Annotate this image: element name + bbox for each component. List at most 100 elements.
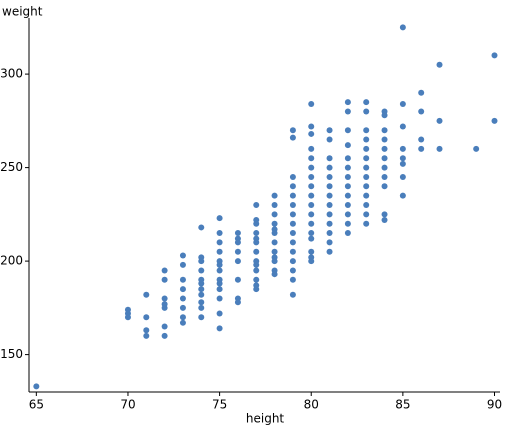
point xyxy=(399,123,406,130)
point xyxy=(491,117,498,124)
point xyxy=(381,127,388,134)
point xyxy=(344,155,351,162)
point xyxy=(271,239,278,246)
point xyxy=(381,216,388,223)
point xyxy=(326,211,333,218)
point xyxy=(289,230,296,237)
point xyxy=(363,99,370,106)
point xyxy=(363,192,370,199)
point xyxy=(198,291,205,298)
point xyxy=(179,286,186,293)
point xyxy=(216,239,223,246)
point xyxy=(179,276,186,283)
point xyxy=(179,261,186,268)
point xyxy=(344,164,351,171)
point xyxy=(253,267,260,274)
point xyxy=(289,267,296,274)
point xyxy=(344,192,351,199)
point xyxy=(436,117,443,124)
point xyxy=(179,314,186,321)
point xyxy=(253,286,260,293)
point xyxy=(399,24,406,31)
point xyxy=(143,332,150,339)
point xyxy=(198,304,205,311)
point xyxy=(418,89,425,96)
point xyxy=(308,145,315,152)
point xyxy=(289,276,296,283)
point xyxy=(381,164,388,171)
point xyxy=(234,230,241,237)
y-axis-label: weight xyxy=(2,5,43,19)
point xyxy=(381,112,388,119)
point xyxy=(308,192,315,199)
point xyxy=(161,295,168,302)
point xyxy=(363,155,370,162)
point xyxy=(161,332,168,339)
point xyxy=(344,230,351,237)
point xyxy=(161,323,168,330)
point xyxy=(216,215,223,222)
point xyxy=(344,220,351,227)
point xyxy=(216,261,223,268)
point xyxy=(216,248,223,255)
point xyxy=(124,314,131,321)
point xyxy=(399,155,406,162)
x-tick-label: 80 xyxy=(304,398,319,412)
point xyxy=(308,248,315,255)
point xyxy=(308,164,315,171)
x-tick-label: 70 xyxy=(120,398,135,412)
point xyxy=(363,202,370,208)
point xyxy=(344,127,351,134)
point xyxy=(326,155,333,162)
point xyxy=(399,145,406,152)
point xyxy=(399,192,406,199)
point xyxy=(271,202,278,208)
point xyxy=(473,145,480,152)
y-tick-label: 150 xyxy=(0,347,23,361)
point xyxy=(161,267,168,274)
point xyxy=(234,276,241,283)
point xyxy=(491,52,498,59)
point xyxy=(308,101,315,108)
point xyxy=(234,239,241,246)
point xyxy=(289,127,296,134)
point xyxy=(399,101,406,108)
point xyxy=(289,173,296,180)
point xyxy=(179,252,186,259)
point xyxy=(216,325,223,332)
point xyxy=(326,202,333,208)
point xyxy=(198,314,205,321)
point xyxy=(344,183,351,190)
point xyxy=(271,271,278,278)
point xyxy=(179,295,186,302)
point xyxy=(308,173,315,180)
point xyxy=(289,211,296,218)
point xyxy=(33,383,40,390)
point xyxy=(198,224,205,231)
point xyxy=(436,145,443,152)
point xyxy=(234,248,241,255)
point xyxy=(436,61,443,68)
y-tick-label: 300 xyxy=(0,67,23,81)
point xyxy=(271,192,278,199)
point xyxy=(253,220,260,227)
point xyxy=(143,314,150,321)
point xyxy=(399,160,406,167)
point xyxy=(381,155,388,162)
point xyxy=(308,202,315,208)
point xyxy=(381,136,388,143)
point xyxy=(271,258,278,265)
point xyxy=(289,202,296,208)
point xyxy=(216,280,223,287)
point xyxy=(326,173,333,180)
x-tick-label: 75 xyxy=(212,398,227,412)
point xyxy=(179,319,186,326)
point xyxy=(234,258,241,265)
point xyxy=(381,211,388,218)
point xyxy=(363,220,370,227)
point xyxy=(308,155,315,162)
point xyxy=(326,239,333,246)
point xyxy=(216,267,223,274)
point xyxy=(308,258,315,265)
point xyxy=(216,230,223,237)
